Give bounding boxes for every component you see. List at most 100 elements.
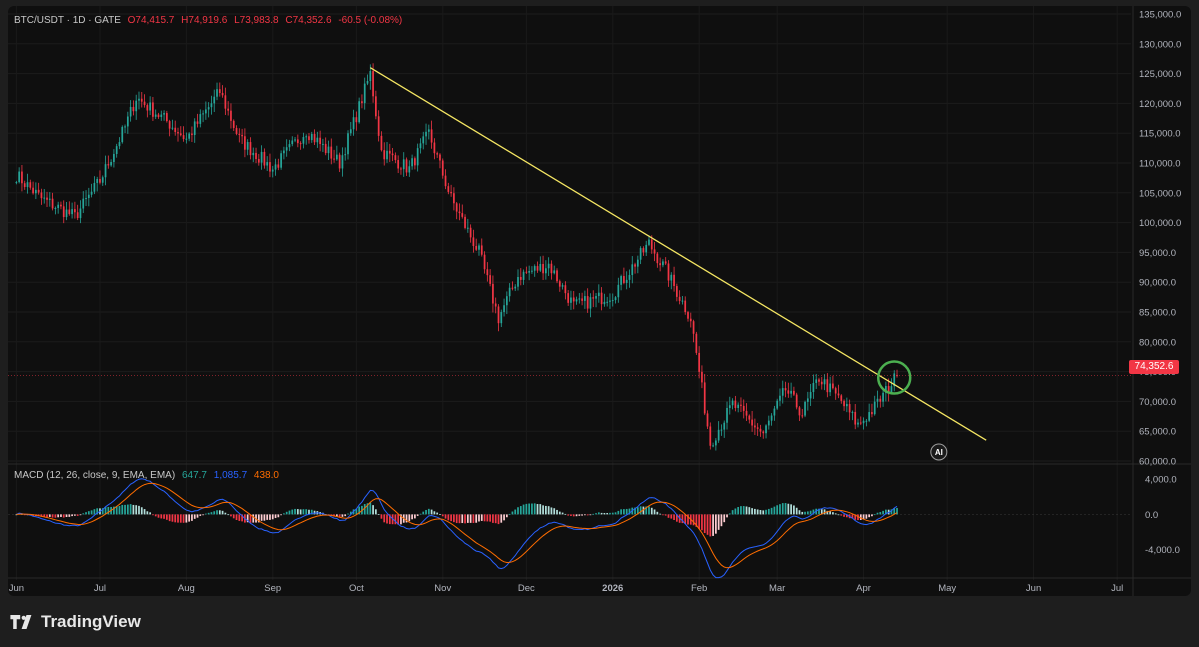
- macd-histogram-bar: [113, 506, 115, 515]
- candle-body: [823, 379, 826, 385]
- candle-body: [408, 166, 411, 173]
- ai-badge-label: AI: [935, 448, 943, 457]
- candle-body: [23, 183, 26, 188]
- macd-histogram-bar: [776, 505, 779, 515]
- macd-histogram-bar: [386, 514, 388, 524]
- candle-body: [361, 101, 363, 104]
- macd-histogram-bar: [115, 506, 118, 515]
- macd-histogram-bar: [388, 514, 391, 525]
- macd-indicator-label[interactable]: MACD (12, 26, close, 9, EMA, EMA): [14, 470, 176, 481]
- candle-body: [703, 382, 706, 414]
- candle-body: [567, 293, 570, 303]
- macd-histogram-bar: [90, 510, 93, 515]
- symbol-label[interactable]: BTC/USDT · 1D · GATE: [14, 15, 121, 26]
- macd-histogram-bar: [539, 504, 542, 515]
- price-tick-label: 95,000.0: [1139, 248, 1176, 259]
- candle-body: [756, 427, 759, 429]
- price-tick-label: 60,000.0: [1139, 457, 1176, 468]
- macd-histogram-bar: [96, 508, 99, 515]
- candle-body: [731, 400, 734, 406]
- ohlc-legend: BTC/USDT · 1D · GATE O74,415.7 H74,919.6…: [14, 15, 406, 26]
- macd-histogram-bar: [76, 514, 79, 516]
- macd-histogram-bar: [896, 507, 898, 515]
- macd-histogram-bar: [801, 511, 804, 515]
- macd-histogram-bar: [826, 510, 829, 515]
- candle-body: [213, 96, 216, 104]
- macd-histogram-bar: [266, 514, 269, 520]
- macd-histogram-bar: [121, 504, 124, 515]
- candle-body: [486, 269, 489, 276]
- macd-histogram-bar: [567, 514, 570, 516]
- time-tick-label: 2026: [602, 583, 623, 594]
- macd-histogram-bar: [430, 509, 433, 515]
- macd-histogram-bar: [369, 502, 372, 515]
- macd-histogram-bar: [726, 514, 728, 518]
- macd-histogram-bar: [656, 511, 659, 515]
- macd-histogram-bar: [762, 510, 765, 515]
- candle-body: [748, 415, 751, 420]
- time-tick-label: Dec: [518, 583, 535, 594]
- candle-body: [294, 139, 296, 141]
- macd-histogram-bar: [522, 504, 525, 515]
- macd-histogram-bar: [341, 514, 344, 517]
- candle-body: [397, 160, 400, 169]
- time-tick-label: Jun: [1026, 583, 1041, 594]
- candle-body: [453, 193, 455, 204]
- macd-histogram-bar: [595, 513, 597, 515]
- candle-body: [575, 299, 578, 302]
- chart-frame[interactable]: AI 135,000.0 130,000.0 125,000.0 120,000.0 1…: [8, 6, 1191, 596]
- macd-histogram-bar: [650, 507, 653, 515]
- candle-body: [391, 153, 394, 156]
- candle-body: [188, 133, 191, 139]
- candle-body: [522, 271, 525, 280]
- candle-body: [302, 137, 305, 144]
- macd-histogram-bar: [40, 514, 43, 517]
- candle-body: [193, 121, 196, 136]
- candle-body: [558, 281, 561, 287]
- candle-body: [341, 155, 344, 169]
- candle-body: [90, 191, 93, 195]
- candle-body: [101, 177, 104, 183]
- macd-histogram-bar: [444, 514, 447, 519]
- macd-histogram-bar: [453, 514, 455, 523]
- macd-histogram-bar: [472, 514, 475, 524]
- macd-histogram-bar: [263, 514, 266, 521]
- macd-histogram-bar: [299, 509, 302, 515]
- candle-body: [76, 212, 79, 219]
- candle-body: [659, 263, 661, 266]
- candle-body: [625, 279, 628, 283]
- open-value: O74,415.7: [127, 15, 175, 26]
- candle-body: [561, 285, 564, 287]
- macd-histogram-bar: [296, 509, 299, 515]
- macd-histogram-bar: [260, 514, 263, 521]
- candle-body: [411, 158, 413, 167]
- candle-body: [698, 352, 701, 372]
- candle-body: [21, 171, 23, 184]
- candle-body: [202, 113, 204, 115]
- candle-body: [497, 306, 500, 324]
- candle-body: [692, 321, 695, 334]
- candle-body: [252, 152, 255, 156]
- macd-histogram-bar: [408, 514, 411, 522]
- macd-signal-value: 438.0: [253, 470, 279, 481]
- price-tick-label: 85,000.0: [1139, 308, 1176, 319]
- candle-body: [784, 388, 787, 391]
- chart-canvas[interactable]: AI 135,000.0 130,000.0 125,000.0 120,000.0 1…: [8, 6, 1191, 596]
- candle-body: [759, 428, 762, 432]
- candle-body: [35, 189, 37, 194]
- macd-histogram-bar: [427, 508, 430, 515]
- macd-histogram-bar: [636, 507, 639, 515]
- candle-body: [87, 194, 90, 199]
- candle-body: [458, 211, 461, 214]
- tradingview-brand[interactable]: TradingView: [10, 612, 141, 632]
- time-tick-label: Feb: [691, 583, 707, 594]
- macd-histogram-bar: [441, 514, 444, 517]
- macd-histogram-bar: [667, 514, 670, 518]
- candle-body: [444, 175, 447, 187]
- macd-histogram-bar: [447, 514, 450, 521]
- candle-body: [687, 312, 689, 319]
- candle-body: [600, 292, 603, 305]
- macd-histogram-bar: [572, 514, 575, 517]
- candle-body: [157, 114, 160, 118]
- macd-histogram-bar: [433, 511, 436, 515]
